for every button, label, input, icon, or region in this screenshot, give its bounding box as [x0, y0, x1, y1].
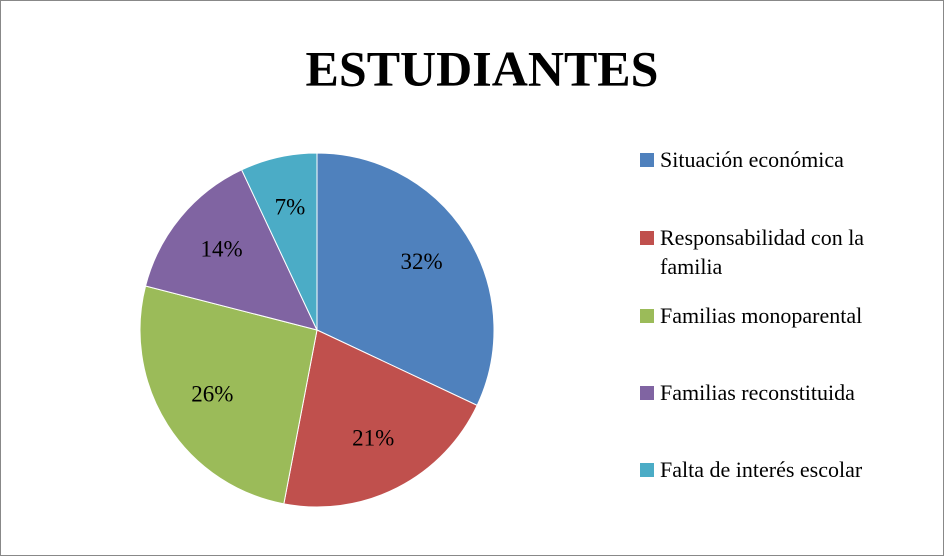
legend-label: Falta de interés escolar: [660, 457, 863, 482]
legend-swatch: [640, 463, 654, 477]
legend-label: Responsabilidad con la familia: [660, 225, 865, 279]
legend-swatch: [640, 386, 654, 400]
chart-title: ESTUDIANTES: [306, 40, 659, 96]
pie-slice: [283, 329, 478, 508]
legend-item: Familias reconstituida: [640, 378, 930, 407]
legend-item: Falta de interés escolar: [640, 455, 930, 484]
data-label: 21%: [352, 426, 394, 451]
legend-item: Responsabilidad con la familia: [640, 223, 930, 281]
pie-slice: [316, 152, 495, 407]
data-label: 7%: [275, 194, 306, 219]
legend-item: Situación económica: [640, 145, 930, 174]
legend-swatch: [640, 153, 654, 167]
legend-swatch: [640, 309, 654, 323]
data-label: 26%: [191, 382, 233, 407]
pie-slice: [139, 285, 318, 505]
legend-swatch: [640, 231, 654, 245]
legend-item: Familias monoparental: [640, 301, 930, 330]
pie-slice: [144, 169, 318, 331]
legend-label: Familias monoparental: [660, 303, 863, 328]
pie-slice: [240, 152, 318, 331]
data-label: 14%: [200, 236, 242, 261]
data-label: 32%: [401, 249, 443, 274]
legend-label: Familias reconstituida: [660, 380, 855, 405]
legend-label: Situación económica: [660, 147, 844, 172]
